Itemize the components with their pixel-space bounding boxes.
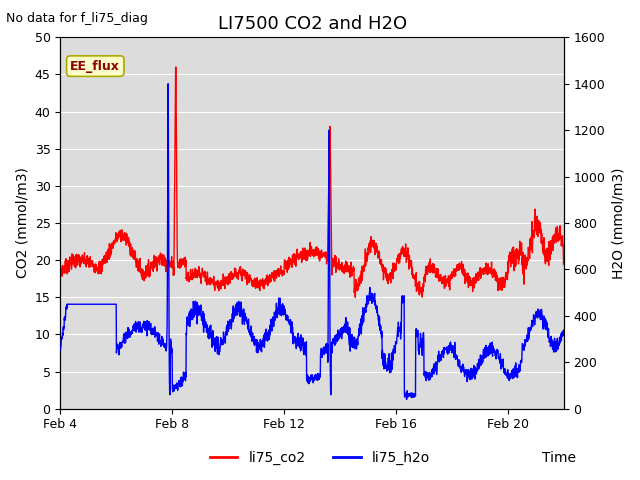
Text: No data for f_li75_diag: No data for f_li75_diag [6,12,148,25]
Text: Time: Time [542,451,576,465]
Text: EE_flux: EE_flux [70,60,120,72]
Y-axis label: H2O (mmol/m3): H2O (mmol/m3) [611,167,625,279]
Legend: li75_co2, li75_h2o: li75_co2, li75_h2o [204,445,436,471]
Y-axis label: CO2 (mmol/m3): CO2 (mmol/m3) [15,168,29,278]
Title: LI7500 CO2 and H2O: LI7500 CO2 and H2O [218,15,406,33]
